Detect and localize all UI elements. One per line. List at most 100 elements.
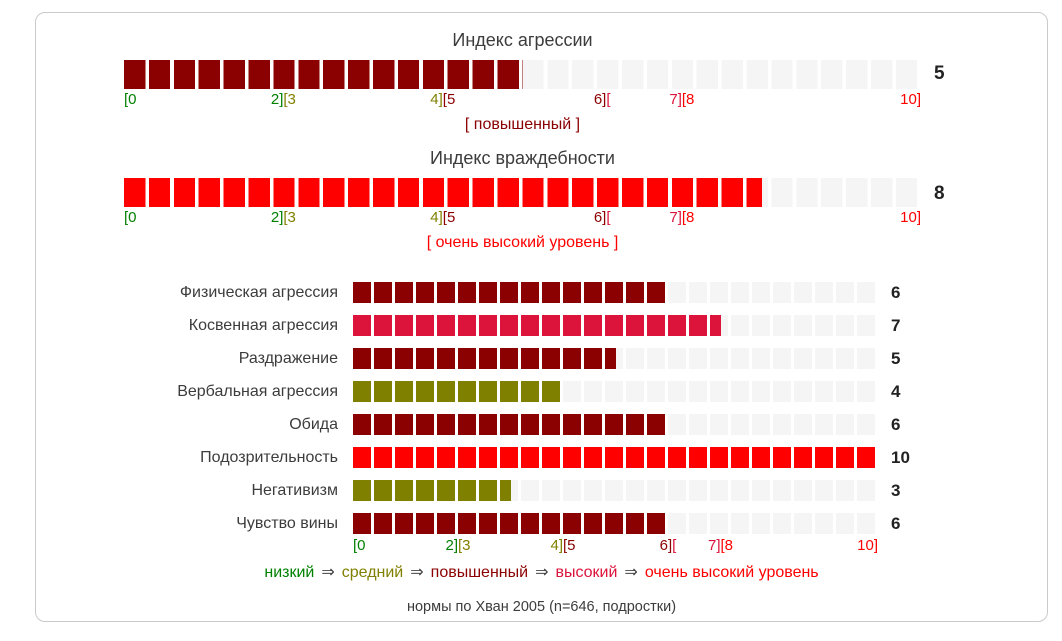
subscale-label: Физическая агрессия — [179, 283, 338, 301]
scale-tick-part: 10] — [900, 91, 921, 108]
subscale-bar-fill — [353, 480, 511, 501]
scale-tick-part: [0 — [124, 91, 137, 108]
subscale-bar — [353, 480, 878, 501]
subscale-bar-fill — [353, 315, 721, 336]
scale-tick-part: [3 — [283, 91, 296, 108]
subscale-value: 6 — [891, 513, 901, 533]
subscale-value: 4 — [891, 381, 901, 401]
scale-tick: 6][ — [594, 91, 611, 109]
scale-tick-part: [ — [606, 209, 611, 226]
hostility-index-bar — [124, 178, 921, 207]
scale-tick: 6][ — [660, 537, 677, 555]
subscale-row-physical-aggression: Физическая агрессия 6 — [36, 276, 1047, 309]
subscale-label: Подозрительность — [200, 448, 338, 466]
scale-tick-part: 4] — [550, 537, 563, 554]
norms-note: нормы по Хван 2005 (n=646, подростки) — [406, 599, 677, 615]
scale-tick-part: 6] — [659, 537, 673, 554]
scale-tick: 7][8 — [669, 91, 694, 109]
hostility-index-section: Индекс враждебности 8 [0 2][3 4][5 6][ 7][8 1… — [36, 147, 1047, 253]
scale-tick-part: 7] — [707, 537, 721, 554]
scale-tick-part: 6] — [593, 91, 607, 108]
scale-tick-part: 2] — [270, 91, 284, 108]
subscale-label: Косвенная агрессия — [188, 316, 338, 334]
subscale-bar — [353, 315, 878, 336]
subscale-bar-fill — [353, 282, 668, 303]
hostility-index-value: 8 — [934, 183, 945, 204]
subscale-value: 3 — [891, 480, 901, 500]
subscale-value: 5 — [891, 348, 901, 368]
subscales-scale: [0 2][3 4][5 6][7][8 10] — [353, 537, 878, 555]
hostility-index-level-label: [ очень высокий уровень ] — [426, 234, 619, 251]
scale-tick-part: [5 — [442, 91, 456, 108]
scale-tick-part: [8 — [720, 537, 734, 554]
scale-tick: 10] — [857, 537, 878, 555]
scale-tick-part: [3 — [283, 209, 296, 226]
hostility-index-bar-fill — [124, 178, 762, 207]
arrow-right-icon: ⇒ — [535, 564, 549, 581]
scale-tick-part: 2] — [445, 537, 458, 554]
scale-tick-part: [0 — [124, 209, 137, 226]
scale-tick: 10] — [900, 209, 921, 227]
level-legend: низкий ⇒ средний ⇒ повышенный ⇒ высокий ⇒ очень … — [36, 563, 1047, 583]
scale-tick-part: [3 — [458, 537, 471, 554]
aggression-index-bar — [124, 60, 921, 89]
scale-tick: 2][3 — [445, 537, 470, 555]
subscale-bar — [353, 513, 878, 534]
scale-tick: [0 — [353, 537, 366, 555]
scale-tick: 7][8 — [708, 537, 733, 555]
subscale-row-suspicion: Подозрительность 10 — [36, 441, 1047, 474]
aggression-index-value: 5 — [934, 63, 945, 84]
scale-tick: [0 — [124, 209, 137, 227]
subscale-row-irritation: Раздражение 5 — [36, 342, 1047, 375]
scale-tick-part: [0 — [353, 537, 366, 554]
subscale-bar — [353, 381, 878, 402]
scale-tick: 2][3 — [271, 209, 296, 227]
scale-tick-part: 10] — [900, 209, 921, 226]
scale-tick-part: 4] — [430, 91, 443, 108]
legend-level-elevated: повышенный — [430, 564, 529, 581]
aggression-index-level-label: [ повышенный ] — [464, 116, 581, 133]
subscale-value: 7 — [891, 315, 901, 335]
scale-tick: 6][ — [594, 209, 611, 227]
scale-tick-part: 7] — [669, 91, 682, 108]
aggression-index-section: Индекс агрессии 5 [0 2][3 4][5 6][7][8 10] [… — [36, 29, 1047, 135]
scale-tick-part: [5 — [563, 537, 576, 554]
arrow-right-icon: ⇒ — [410, 564, 424, 581]
subscale-bar — [353, 414, 878, 435]
subscale-label: Вербальная агрессия — [177, 382, 338, 400]
subscale-row-guilt: Чувство вины 6 — [36, 507, 1047, 540]
subscale-rows: Физическая агрессия 6 Косвенная агрессия… — [36, 276, 1047, 540]
subscale-bar-fill — [353, 513, 668, 534]
subscale-label: Негативизм — [251, 481, 338, 499]
subscale-row-verbal-aggression: Вербальная агрессия 4 — [36, 375, 1047, 408]
subscale-label: Раздражение — [238, 349, 338, 367]
scale-tick-part: 4] — [430, 209, 443, 226]
subscale-bar-fill — [353, 414, 668, 435]
scale-tick: 4][5 — [430, 91, 455, 109]
legend-level-low: низкий — [264, 564, 315, 581]
subscale-bar-fill — [353, 447, 878, 468]
scale-tick: 7][8 — [669, 209, 694, 227]
subscale-bar — [353, 447, 878, 468]
subscale-row-indirect-aggression: Косвенная агрессия 7 — [36, 309, 1047, 342]
scale-tick-part: [8 — [681, 91, 695, 108]
scale-tick: 4][5 — [430, 209, 455, 227]
scale-tick-part: [ — [606, 91, 611, 108]
subscale-bar-fill — [353, 348, 616, 369]
legend-level-high: высокий — [555, 564, 618, 581]
aggression-index-scale: [0 2][3 4][5 6][7][8 10] — [124, 91, 921, 109]
subscale-row-resentment: Обида 6 — [36, 408, 1047, 441]
aggression-index-bar-fill — [124, 60, 523, 89]
subscale-label: Обида — [289, 415, 338, 433]
subscale-bar-fill — [353, 381, 563, 402]
scale-tick: 2][3 — [271, 91, 296, 109]
scale-tick: 4][5 — [550, 537, 575, 555]
scale-tick-part: [ — [672, 537, 677, 554]
subscale-value: 10 — [891, 447, 910, 467]
scale-tick-part: 7] — [669, 209, 682, 226]
subscale-row-negativism: Негативизм 3 — [36, 474, 1047, 507]
subscale-value: 6 — [891, 282, 901, 302]
arrow-right-icon: ⇒ — [624, 564, 638, 581]
hostility-index-title: Индекс враждебности — [430, 148, 615, 168]
legend-level-very-high: очень высокий уровень — [644, 564, 819, 581]
